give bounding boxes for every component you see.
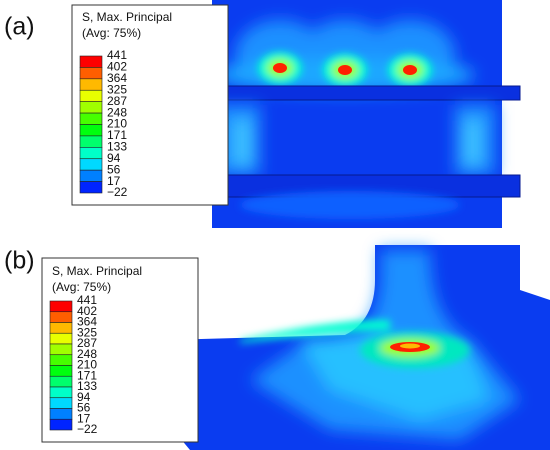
legend-level: 171 bbox=[77, 368, 97, 382]
legend-level: 441 bbox=[107, 48, 127, 62]
legend-level: 133 bbox=[77, 379, 97, 393]
color-band bbox=[49, 354, 73, 366]
legend-level: 364 bbox=[107, 71, 127, 85]
legend-level: 210 bbox=[77, 358, 97, 372]
legend-level: 94 bbox=[77, 390, 91, 404]
legend-level: 287 bbox=[77, 336, 97, 350]
legend-title: (Avg: 75%) bbox=[52, 280, 111, 294]
legend-level: 210 bbox=[107, 117, 127, 131]
color-band bbox=[49, 332, 73, 345]
color-band bbox=[49, 322, 73, 334]
legend-level: 17 bbox=[107, 174, 121, 188]
legend-level: −22 bbox=[77, 422, 98, 436]
legend-level: 17 bbox=[77, 411, 91, 425]
legend-level: 248 bbox=[107, 105, 127, 119]
color-band bbox=[79, 89, 103, 102]
panel-label: (a) bbox=[4, 13, 35, 41]
color-band bbox=[49, 300, 73, 313]
color-band bbox=[79, 67, 103, 80]
legend-level: 94 bbox=[107, 151, 121, 165]
legend-level: 325 bbox=[107, 82, 127, 96]
legend-level: 56 bbox=[77, 401, 91, 415]
legends: S, Max. Principal(Avg: 75%)4414023643252… bbox=[49, 10, 172, 436]
legend-level: 133 bbox=[107, 140, 127, 154]
color-band bbox=[49, 343, 73, 356]
legend-level: 325 bbox=[77, 325, 97, 339]
color-band bbox=[79, 181, 103, 194]
color-band bbox=[79, 78, 103, 91]
color-band bbox=[49, 397, 73, 409]
color-band bbox=[49, 386, 73, 399]
color-band bbox=[49, 408, 73, 420]
color-band bbox=[79, 158, 103, 171]
legend-level: 287 bbox=[107, 94, 127, 108]
legend-title: (Avg: 75%) bbox=[82, 26, 141, 40]
legend-level: 402 bbox=[107, 60, 127, 74]
legend-level: 364 bbox=[77, 315, 97, 329]
legend-level: −22 bbox=[107, 185, 128, 199]
legend-title: S, Max. Principal bbox=[52, 264, 142, 278]
panel-label: (b) bbox=[4, 247, 35, 275]
model-b bbox=[165, 245, 550, 450]
legend-level: 248 bbox=[77, 347, 97, 361]
legend-title: S, Max. Principal bbox=[82, 10, 172, 24]
legend-level: 402 bbox=[77, 304, 97, 318]
color-band bbox=[79, 55, 103, 68]
color-band bbox=[79, 112, 103, 125]
color-band bbox=[79, 124, 103, 137]
color-band bbox=[79, 147, 103, 160]
legend-level: 441 bbox=[77, 293, 97, 307]
legend-level: 171 bbox=[107, 128, 127, 142]
legend-level: 56 bbox=[107, 162, 121, 176]
color-band bbox=[49, 418, 73, 431]
color-band bbox=[79, 169, 103, 182]
color-band bbox=[49, 365, 73, 377]
model-a bbox=[204, 0, 521, 228]
color-band bbox=[49, 311, 73, 323]
color-band bbox=[79, 101, 103, 114]
color-band bbox=[79, 135, 103, 148]
color-band bbox=[49, 375, 73, 388]
